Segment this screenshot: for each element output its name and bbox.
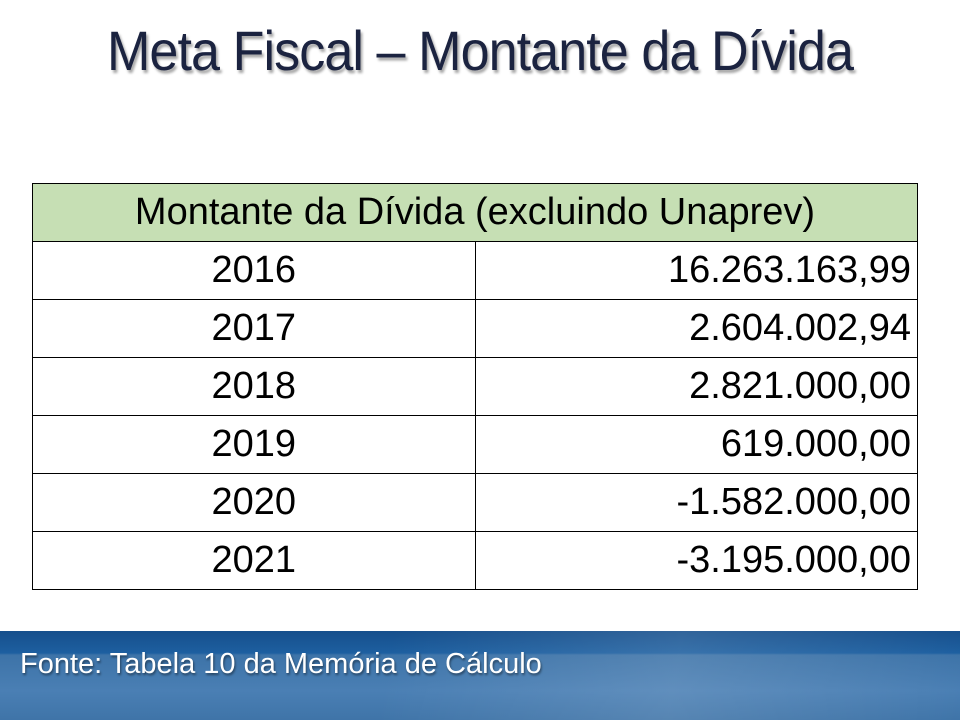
- table-row: 2019 619.000,00: [32, 415, 918, 474]
- year-cell: 2020: [32, 473, 476, 532]
- year-cell: 2019: [32, 415, 476, 474]
- value-cell: 16.263.163,99: [474, 241, 918, 300]
- value-cell: 2.604.002,94: [474, 299, 918, 358]
- table-header: Montante da Dívida (excluindo Unaprev): [32, 183, 918, 242]
- value-cell: -1.582.000,00: [474, 473, 918, 532]
- table-row: 2018 2.821.000,00: [32, 357, 918, 416]
- footer-band: Fonte: Tabela 10 da Memória de Cálculo: [0, 631, 960, 720]
- table-row: 2020 -1.582.000,00: [32, 473, 918, 532]
- table-row: 2016 16.263.163,99: [32, 241, 918, 300]
- year-cell: 2016: [32, 241, 476, 300]
- year-cell: 2021: [32, 531, 476, 590]
- slide-title: Meta Fiscal – Montante da Dívida: [106, 19, 854, 82]
- value-cell: -3.195.000,00: [474, 531, 918, 590]
- table-header-row: Montante da Dívida (excluindo Unaprev): [32, 183, 918, 242]
- value-cell: 619.000,00: [474, 415, 918, 474]
- table-row: 2017 2.604.002,94: [32, 299, 918, 358]
- year-cell: 2018: [32, 357, 476, 416]
- debt-table: Montante da Dívida (excluindo Unaprev) 2…: [32, 183, 918, 590]
- value-cell: 2.821.000,00: [474, 357, 918, 416]
- year-cell: 2017: [32, 299, 476, 358]
- source-note: Fonte: Tabela 10 da Memória de Cálculo: [20, 648, 542, 680]
- table-row: 2021 -3.195.000,00: [32, 531, 918, 590]
